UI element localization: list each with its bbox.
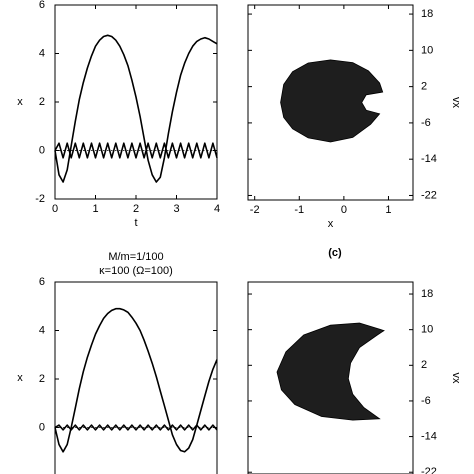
x-tick-label: 3: [173, 203, 179, 215]
plot-frame: [247, 4, 414, 201]
y-tick-label: 2: [421, 81, 427, 93]
x-tick-label: 0: [341, 204, 347, 216]
y-tick-label: -22: [421, 466, 437, 474]
y-tick-label: -14: [421, 153, 437, 165]
phase-region: [280, 59, 384, 143]
y-tick-label: 4: [39, 324, 45, 336]
chart-subtitle: κ=100 (Ω=100): [99, 265, 173, 277]
phase-region: [276, 322, 385, 421]
x-axis-label: t: [134, 217, 137, 229]
y-tick-label: 0: [39, 144, 45, 156]
line-series: [54, 34, 218, 183]
x-tick-label: 1: [92, 203, 98, 215]
y-tick-label: 10: [421, 324, 433, 336]
y-tick-label: 0: [39, 421, 45, 433]
y-tick-label: 2: [39, 96, 45, 108]
y-tick-label: -2: [35, 193, 45, 205]
y-axis-label: x: [17, 372, 23, 384]
y-tick-label: -6: [421, 395, 431, 407]
y-tick-label: 2: [421, 359, 427, 371]
x-tick-label: 4: [214, 203, 220, 215]
x-tick-label: 2: [133, 203, 139, 215]
y-tick-label: 2: [39, 373, 45, 385]
x-tick-label: 1: [385, 204, 391, 216]
x-tick-label: 0: [52, 203, 58, 215]
x-axis-label: x: [328, 218, 334, 230]
plot-frame: [54, 281, 218, 474]
y-tick-label: -6: [421, 117, 431, 129]
y-tick-label: 6: [39, 0, 45, 11]
chart-title: M/m=1/100: [108, 251, 163, 263]
y-tick-label: -22: [421, 189, 437, 201]
y-tick-label: 4: [39, 47, 45, 59]
y-tick-label: 6: [39, 276, 45, 288]
y-axis-label: vx: [450, 97, 462, 109]
x-tick-label: -1: [294, 204, 304, 216]
y-tick-label: 10: [421, 44, 433, 56]
x-tick-label: -2: [250, 204, 260, 216]
y-tick-label: 18: [421, 288, 433, 300]
line-series: [54, 424, 218, 431]
line-series: [54, 142, 218, 159]
y-tick-label: 18: [421, 8, 433, 20]
y-axis-label: vx: [450, 373, 462, 385]
plot-frame: [247, 281, 414, 474]
line-series: [54, 307, 218, 453]
y-axis-label: x: [17, 96, 23, 108]
panel-label: (c): [328, 247, 342, 259]
y-tick-label: -14: [421, 430, 437, 442]
